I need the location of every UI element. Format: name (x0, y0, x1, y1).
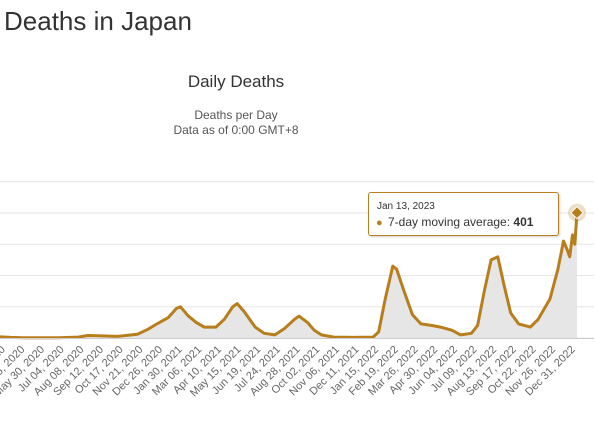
chart-subtitle-line-2: Data as of 0:00 GMT+8 (173, 123, 299, 137)
tooltip-date: Jan 13, 2023 (377, 201, 435, 212)
marker-layer (568, 203, 586, 222)
tooltip-value: 401 (513, 215, 534, 229)
series-7-day-moving-average (0, 211, 579, 340)
x-axis-layer: Feb 15, 2020Mar 21, 2020Apr 25, 2020May … (0, 338, 594, 399)
chart-title: Daily Deaths (187, 72, 285, 91)
page-title: Deaths in Japan (4, 6, 192, 36)
chart-tooltip: Jan 13, 2023 ● 7-day moving average: 401 (368, 192, 559, 236)
highlighted-point (570, 205, 584, 220)
tooltip-label: 7-day moving average: (388, 215, 514, 229)
series-dot-icon: ● (376, 217, 383, 229)
chart-subtitle-line-1: Deaths per Day (194, 108, 278, 122)
tooltip-row: ● 7-day moving average: 401 (376, 215, 533, 229)
line-layer (0, 211, 579, 340)
